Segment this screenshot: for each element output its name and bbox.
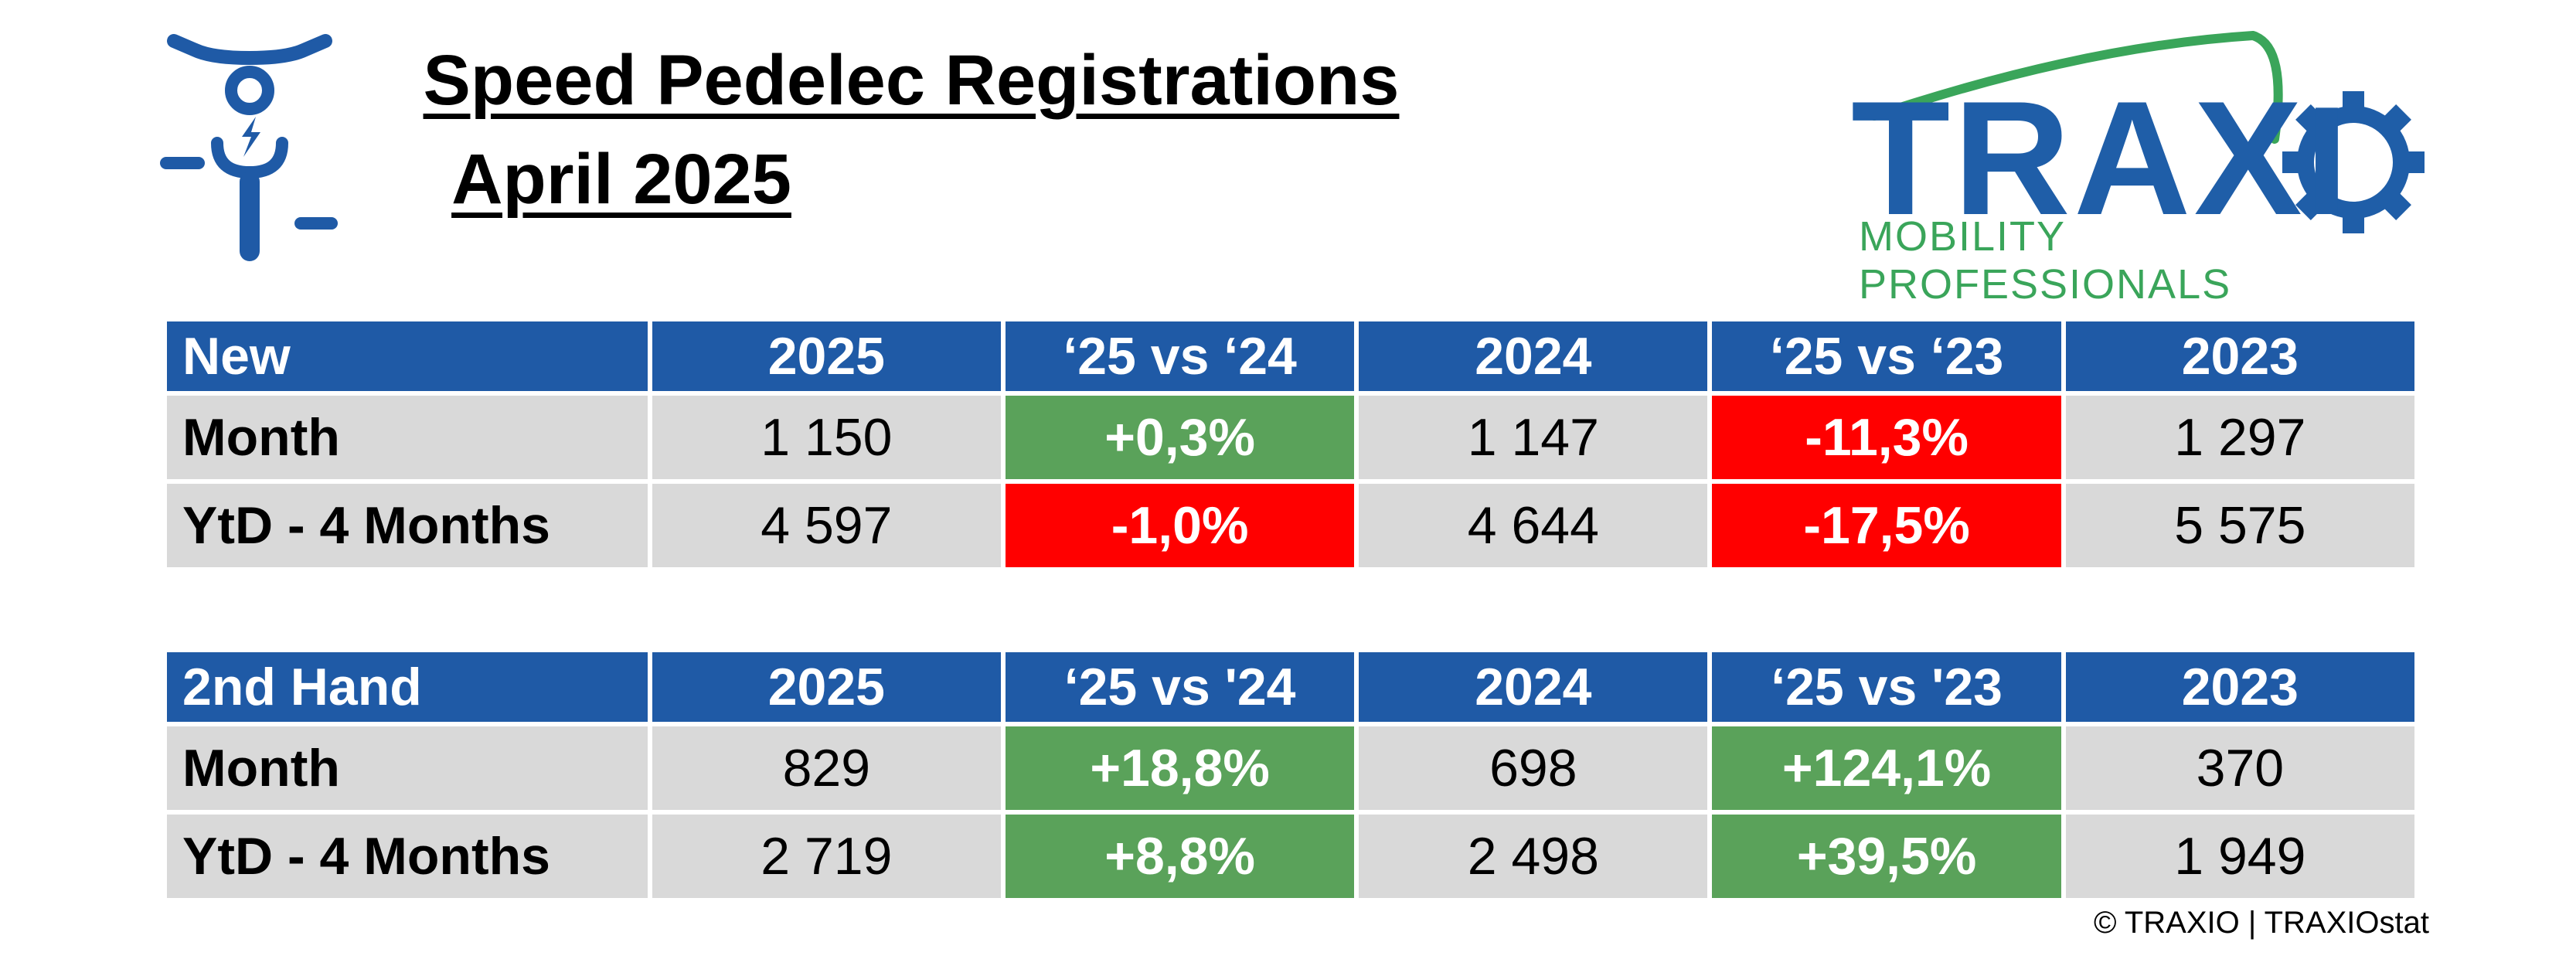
change-vs24: +18,8%: [1005, 726, 1355, 810]
row-label: YtD - 4 Months: [167, 484, 648, 567]
value-2024: 1 147: [1359, 396, 1708, 479]
change-vs23: -17,5%: [1712, 484, 2061, 567]
change-vs24: -1,0%: [1005, 484, 1355, 567]
change-vs23: -11,3%: [1712, 396, 2061, 479]
value-2025: 4 597: [652, 484, 1001, 567]
change-vs23: +39,5%: [1712, 815, 2061, 898]
copyright-notice: © TRAXIO | TRAXIOstat: [2093, 906, 2429, 940]
header-vs23: ‘25 vs ‘23: [1712, 321, 2061, 391]
table-header-row: New 2025 ‘25 vs ‘24 2024 ‘25 vs ‘23 2023: [167, 321, 2414, 391]
title-line-1: Speed Pedelec Registrations: [423, 41, 1400, 120]
header-vs24: ‘25 vs ‘24: [1005, 321, 1355, 391]
header-2023: 2023: [2065, 321, 2414, 391]
header-2024: 2024: [1359, 652, 1708, 722]
logo-swoosh: [1870, 31, 2425, 233]
header-vs23: ‘25 vs '23: [1712, 652, 2061, 722]
change-vs24: +0,3%: [1005, 396, 1355, 479]
table-header-row: 2nd Hand 2025 ‘25 vs '24 2024 ‘25 vs '23…: [167, 652, 2414, 722]
change-vs24: +8,8%: [1005, 815, 1355, 898]
value-2025: 2 719: [652, 815, 1001, 898]
change-vs23: +124,1%: [1712, 726, 2061, 810]
gear-icon: [2282, 91, 2425, 233]
value-2024: 698: [1359, 726, 1708, 810]
value-2025: 1 150: [652, 396, 1001, 479]
header-category: 2nd Hand: [167, 652, 648, 722]
row-label: YtD - 4 Months: [167, 815, 648, 898]
header-2025: 2025: [652, 321, 1001, 391]
value-2023: 1 297: [2065, 396, 2414, 479]
traxio-logo: TRAXI MOBILITY PROFESSIONALS: [1851, 31, 2438, 308]
table-row: Month 1 150 +0,3% 1 147 -11,3% 1 297: [167, 396, 2414, 479]
speed-pedelec-rider-icon: [160, 34, 338, 261]
header-2024: 2024: [1359, 321, 1708, 391]
table-row: Month 829 +18,8% 698 +124,1% 370: [167, 726, 2414, 810]
value-2023: 370: [2065, 726, 2414, 810]
table-row: YtD - 4 Months 2 719 +8,8% 2 498 +39,5% …: [167, 815, 2414, 898]
header-vs24: ‘25 vs '24: [1005, 652, 1355, 722]
row-label: Month: [167, 396, 648, 479]
value-2025: 829: [652, 726, 1001, 810]
value-2023: 5 575: [2065, 484, 2414, 567]
value-2024: 2 498: [1359, 815, 1708, 898]
second-hand-registrations-table: 2nd Hand 2025 ‘25 vs '24 2024 ‘25 vs '23…: [162, 648, 2419, 903]
header-category: New: [167, 321, 648, 391]
header-2023: 2023: [2065, 652, 2414, 722]
row-label: Month: [167, 726, 648, 810]
value-2024: 4 644: [1359, 484, 1708, 567]
header-2025: 2025: [652, 652, 1001, 722]
value-2023: 1 949: [2065, 815, 2414, 898]
new-registrations-table: New 2025 ‘25 vs ‘24 2024 ‘25 vs ‘23 2023…: [162, 317, 2419, 572]
logo-tagline: MOBILITY PROFESSIONALS: [1859, 213, 2232, 308]
logo-wordmark: TRAXI: [1851, 67, 2352, 249]
title-line-2: April 2025: [451, 140, 791, 219]
table-row: YtD - 4 Months 4 597 -1,0% 4 644 -17,5% …: [167, 484, 2414, 567]
